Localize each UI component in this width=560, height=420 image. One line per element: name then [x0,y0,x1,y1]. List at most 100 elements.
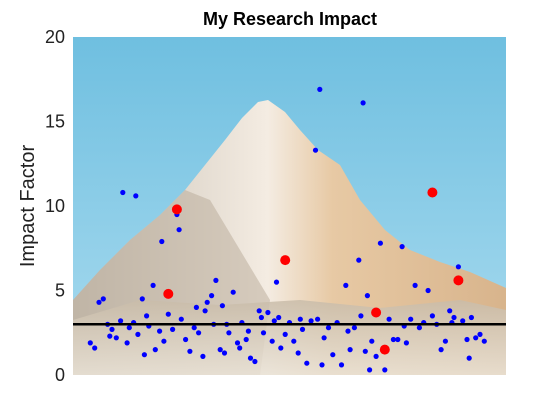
blue-point [209,293,215,299]
blue-point [157,328,163,334]
blue-point [152,347,158,353]
blue-point [265,309,271,316]
red-point [453,275,464,286]
blue-point [447,308,453,314]
blue-point [442,338,448,344]
blue-point [87,340,93,346]
blue-point [256,308,262,314]
blue-point [297,316,303,322]
blue-point [360,100,366,106]
red-point [379,344,390,355]
blue-point [473,335,479,341]
blue-point [230,289,236,295]
blue-point [109,326,115,332]
blue-point [245,328,251,334]
blue-point [271,318,277,324]
blue-point [217,347,223,353]
blue-point [226,330,232,336]
blue-point [351,325,357,331]
blue-point [161,338,167,344]
red-point [427,187,438,198]
blue-point [358,313,364,319]
blue-point [299,326,306,332]
blue-series [87,86,487,373]
blue-point [124,340,130,346]
blue-point [141,352,147,358]
mountain-base [73,300,506,375]
blue-point [373,353,379,359]
blue-point [150,282,156,288]
blue-point [321,335,327,341]
blue-point [176,227,182,233]
blue-point [425,287,431,294]
blue-point [273,279,280,285]
blue-point [100,296,106,302]
blue-point [325,325,332,331]
blue-point [330,352,336,358]
blue-point [317,86,323,92]
blue-point [200,353,206,359]
blue-point [429,313,435,319]
y-tick-label: 15 [45,112,65,132]
blue-point [338,362,345,368]
blue-point [278,345,284,351]
blue-point [243,336,249,343]
blue-point [295,350,301,356]
blue-point [390,336,396,343]
blue-point [403,340,409,346]
blue-point [237,345,243,351]
blue-point [118,318,124,324]
blue-point [159,238,165,245]
blue-point [347,347,353,353]
blue-point [412,282,418,288]
y-tick-label: 20 [45,27,65,47]
blue-point [395,336,401,343]
red-point [171,204,182,215]
blue-point [193,304,199,310]
blue-point [399,244,405,250]
blue-point [282,331,288,337]
blue-point [258,314,264,321]
blue-point [468,314,474,321]
blue-point [252,358,258,365]
chart-title: My Research Impact [203,9,377,29]
blue-point [362,348,368,354]
blue-point [455,264,461,270]
blue-point [234,340,241,346]
blue-point [364,293,370,299]
blue-point [260,330,267,336]
blue-point [438,347,444,353]
blue-point [219,303,225,309]
y-tick-label: 10 [45,196,65,216]
blue-point [356,257,362,263]
blue-point [367,367,373,373]
y-tick-label: 5 [55,281,65,301]
red-point [280,255,291,266]
blue-point [183,336,189,343]
blue-point [464,336,470,343]
blue-point [386,316,392,322]
blue-point [170,326,176,332]
blue-point [135,331,141,337]
blue-point [343,282,349,288]
blue-point [126,325,132,331]
blue-point [369,338,375,344]
blue-point [144,313,150,319]
blue-point [213,277,219,283]
blue-point [204,299,210,305]
blue-point [139,296,145,302]
blue-point [308,318,314,324]
blue-point [451,314,457,321]
blue-point [187,348,193,354]
blue-point [416,325,422,331]
blue-point [477,331,483,337]
blue-point [276,314,282,321]
blue-point [377,240,383,246]
blue-point [92,345,98,351]
blue-point [345,328,351,334]
blue-point [165,311,171,317]
plot-background-photo [73,37,506,375]
blue-point [466,355,472,361]
blue-point [96,299,102,305]
red-point [371,307,382,318]
